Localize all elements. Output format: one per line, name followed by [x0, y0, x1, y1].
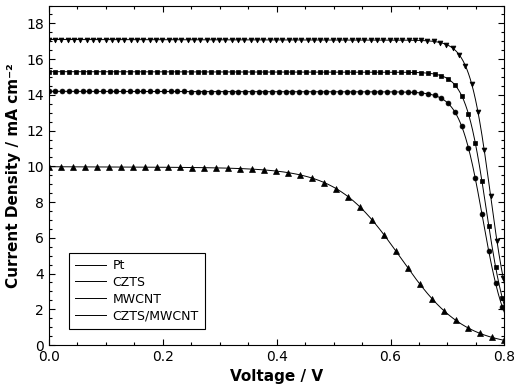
CZTS: [75, 89, 81, 94]
Pt: [75, 69, 81, 74]
MWCNT: [329, 184, 336, 189]
MWCNT: [46, 164, 52, 169]
CZTS: [448, 104, 454, 109]
CZTS/MWCNT: [46, 37, 52, 42]
X-axis label: Voltage / V: Voltage / V: [230, 369, 323, 385]
CZTS: [329, 89, 336, 94]
MWCNT: [513, 340, 519, 345]
MWCNT: [75, 165, 81, 169]
Pt: [513, 328, 519, 333]
CZTS: [343, 89, 350, 94]
CZTS/MWCNT: [400, 38, 406, 43]
Legend: Pt, CZTS, MWCNT, CZTS/MWCNT: Pt, CZTS, MWCNT, CZTS/MWCNT: [69, 253, 205, 329]
CZTS: [400, 90, 406, 94]
CZTS/MWCNT: [513, 320, 519, 324]
Line: MWCNT: MWCNT: [49, 167, 516, 342]
MWCNT: [448, 314, 454, 319]
Pt: [46, 69, 52, 74]
Line: CZTS: CZTS: [49, 91, 516, 332]
CZTS: [317, 89, 323, 94]
MWCNT: [343, 193, 350, 198]
CZTS/MWCNT: [343, 38, 350, 43]
Line: Pt: Pt: [49, 72, 516, 331]
CZTS/MWCNT: [317, 37, 323, 42]
Y-axis label: Current Density / mA cm⁻²: Current Density / mA cm⁻²: [6, 63, 20, 288]
Pt: [448, 79, 454, 83]
Pt: [317, 70, 323, 74]
Pt: [400, 70, 406, 74]
CZTS: [513, 330, 519, 335]
MWCNT: [400, 259, 406, 264]
Line: CZTS/MWCNT: CZTS/MWCNT: [49, 39, 516, 322]
CZTS/MWCNT: [75, 37, 81, 42]
CZTS/MWCNT: [448, 44, 454, 49]
Pt: [329, 70, 336, 74]
Pt: [343, 70, 350, 74]
MWCNT: [317, 179, 323, 183]
CZTS: [46, 89, 52, 94]
CZTS/MWCNT: [329, 37, 336, 42]
